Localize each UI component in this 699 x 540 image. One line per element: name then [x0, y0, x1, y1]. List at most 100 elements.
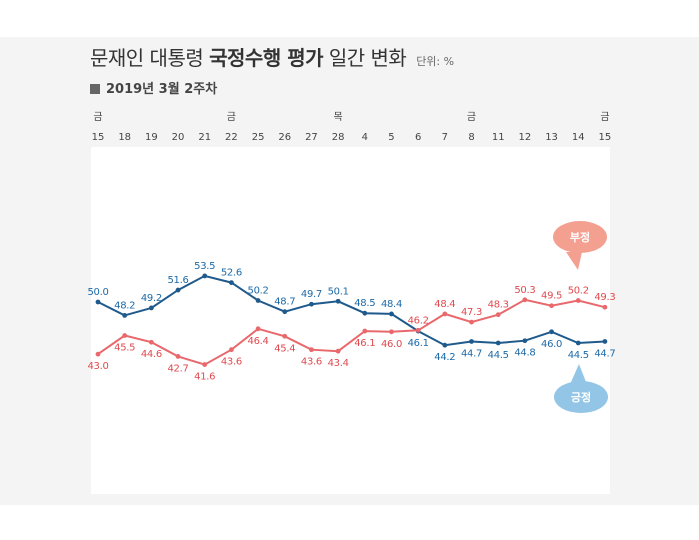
- negative-value-label: 49.3: [594, 292, 615, 303]
- negative-data-point: [522, 297, 528, 303]
- negative-value-label: 47.3: [461, 307, 482, 318]
- positive-data-point: [309, 301, 314, 307]
- x-tick-label: 6: [415, 132, 421, 143]
- x-tick-label: 15: [599, 132, 612, 143]
- positive-value-label: 46.1: [408, 338, 429, 349]
- day-of-week-label: 금: [93, 111, 102, 123]
- positive-data-point: [362, 310, 368, 316]
- negative-value-label: 43.6: [221, 357, 242, 368]
- positive-value-label: 44.2: [434, 352, 455, 363]
- positive-data-point: [602, 339, 608, 344]
- negative-data-point: [469, 319, 474, 325]
- positive-legend-bubble-tail: [571, 364, 586, 382]
- negative-value-label: 46.4: [248, 336, 269, 347]
- negative-data-point: [335, 348, 341, 354]
- positive-data-point: [469, 339, 474, 344]
- negative-data-point: [95, 351, 101, 357]
- positive-value-label: 44.5: [488, 350, 509, 361]
- positive-data-point: [522, 338, 528, 344]
- negative-value-label: 49.5: [541, 291, 562, 302]
- day-of-week-label: 금: [600, 111, 609, 123]
- x-tick-label: 12: [519, 132, 532, 143]
- negative-value-label: 50.3: [514, 285, 535, 296]
- positive-value-label: 49.7: [301, 289, 322, 300]
- negative-data-point: [175, 353, 181, 359]
- positive-data-point: [495, 340, 501, 346]
- day-of-week-label: 목: [334, 111, 343, 123]
- positive-data-point: [389, 311, 394, 317]
- positive-data-point: [95, 299, 101, 305]
- negative-data-point: [148, 339, 154, 345]
- positive-value-label: 50.2: [248, 286, 269, 297]
- x-tick-label: 4: [362, 132, 368, 143]
- x-tick-label: 15: [92, 132, 105, 143]
- negative-value-label: 43.4: [328, 358, 349, 369]
- negative-value-label: 43.0: [87, 361, 108, 372]
- x-tick-label: 27: [305, 132, 318, 143]
- positive-value-label: 51.6: [168, 275, 189, 286]
- positive-value-label: 48.5: [354, 298, 375, 309]
- negative-value-label: 50.2: [568, 286, 589, 297]
- x-tick-label: 14: [572, 132, 585, 143]
- positive-value-label: 48.7: [274, 297, 295, 308]
- x-tick-label: 21: [198, 132, 211, 143]
- title-prefix: 문재인 대통령: [90, 46, 210, 70]
- positive-data-point: [175, 287, 181, 293]
- subtitle-text: 2019년 3월 2주차: [106, 82, 218, 97]
- negative-legend-label: 부정: [570, 230, 590, 244]
- negative-legend-bubble: [553, 221, 607, 253]
- negative-data-point: [549, 303, 554, 309]
- x-tick-label: 11: [492, 132, 505, 143]
- negative-value-label: 44.6: [141, 349, 162, 360]
- negative-data-point: [495, 312, 501, 318]
- x-tick-label: 8: [468, 132, 474, 143]
- x-tick-label: 25: [252, 132, 265, 143]
- negative-data-point: [389, 329, 394, 335]
- negative-data-point: [202, 362, 208, 367]
- positive-value-label: 50.1: [328, 286, 349, 297]
- negative-series-line: [97, 298, 606, 366]
- negative-data-point: [442, 311, 448, 317]
- chart-subtitle: 2019년 3월 2주차: [90, 78, 217, 97]
- positive-series-line: [97, 274, 605, 347]
- negative-data-point: [229, 347, 234, 353]
- negative-value-label: 46.2: [408, 315, 429, 326]
- negative-value-label: 45.5: [114, 343, 135, 354]
- positive-data-point: [255, 298, 261, 303]
- positive-value-label: 48.4: [381, 299, 402, 310]
- x-tick-label: 19: [145, 132, 158, 143]
- x-tick-label: 7: [442, 132, 448, 143]
- negative-data-point: [122, 333, 128, 338]
- negative-value-label: 42.7: [168, 363, 189, 374]
- x-tick-label: 20: [172, 132, 185, 143]
- negative-data-point: [282, 333, 288, 339]
- x-tick-label: 22: [225, 132, 238, 143]
- positive-legend-label: 긍정: [571, 390, 591, 404]
- positive-value-label: 44.5: [568, 350, 589, 361]
- positive-data-point: [575, 340, 581, 346]
- x-tick-label: 5: [388, 132, 394, 143]
- negative-value-label: 48.3: [488, 300, 509, 311]
- negative-data-point: [575, 298, 581, 303]
- x-tick-label: 18: [118, 132, 131, 143]
- title-suffix: 일간 변화: [323, 46, 407, 70]
- x-tick-label: 28: [332, 132, 345, 143]
- negative-data-point: [415, 327, 421, 333]
- positive-data-point: [148, 305, 154, 311]
- positive-data-point: [335, 298, 341, 304]
- positive-value-label: 44.7: [594, 348, 615, 359]
- negative-data-point: [362, 328, 368, 334]
- positive-data-point: [282, 309, 288, 315]
- chart-title: 문재인 대통령 국정수행 평가 일간 변화 단위: %: [90, 42, 454, 71]
- x-tick-label: 13: [545, 132, 558, 143]
- x-tick-label: 26: [278, 132, 291, 143]
- negative-value-label: 46.1: [354, 338, 375, 349]
- positive-value-label: 53.5: [194, 261, 215, 272]
- positive-legend-bubble: [554, 381, 608, 413]
- positive-data-point: [442, 342, 448, 348]
- negative-data-point: [309, 347, 314, 353]
- positive-data-point: [549, 329, 554, 335]
- negative-data-point: [255, 326, 261, 332]
- positive-value-label: 48.2: [114, 300, 135, 311]
